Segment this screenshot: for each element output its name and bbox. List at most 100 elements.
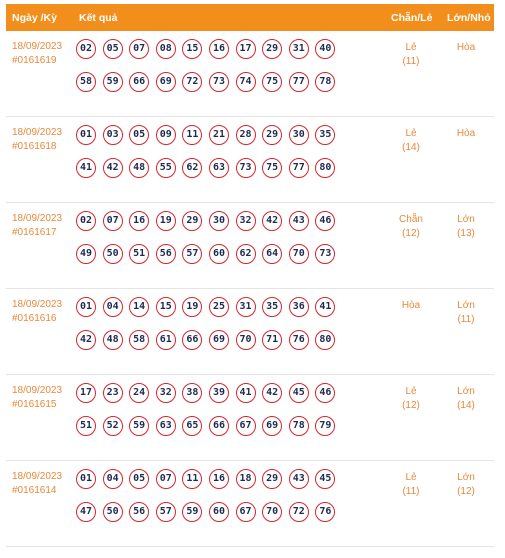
result-ball: 38: [182, 383, 203, 403]
result-ball: 35: [262, 297, 283, 317]
result-ball: 41: [76, 158, 96, 178]
chanle-cell: Lẻ (12): [386, 385, 436, 413]
draw-date-cell: 18/09/2023 #0161615: [12, 384, 62, 412]
lonnho-value: Hòa: [456, 42, 476, 53]
result-ball: 79: [315, 416, 336, 436]
result-ball: 19: [182, 297, 203, 317]
chanle-value: Lẻ: [405, 42, 417, 53]
result-ball: 66: [182, 330, 203, 350]
result-ball: 29: [262, 469, 283, 489]
result-ball: 41: [235, 383, 256, 403]
result-ball: 01: [76, 297, 96, 317]
result-ball: 51: [76, 416, 96, 436]
result-ball: 04: [102, 469, 123, 489]
lonnho-value: Lớn: [457, 472, 475, 483]
draw-date: 18/09/2023: [12, 213, 63, 224]
result-ball: 32: [235, 211, 256, 231]
result-ball: 05: [129, 469, 150, 489]
ball-row: 02 05 07 08 15 16 17 29 31 40: [76, 39, 366, 61]
result-ball: 01: [76, 469, 96, 489]
result-ball: 45: [288, 383, 309, 403]
result-ball: 31: [288, 39, 309, 59]
table-body: 18/09/2023 #0161619 02 05 07 08 15 16 17 29 31 40 58…: [6, 31, 494, 547]
result-ball: 74: [235, 72, 256, 92]
ball-row: 51 52 59 63 65 66 67 69 78 79: [76, 416, 366, 438]
result-ball: 70: [262, 502, 283, 522]
result-ball: 63: [208, 158, 229, 178]
draw-date-cell: 18/09/2023 #0161617: [12, 212, 62, 240]
draw-date: 18/09/2023: [12, 127, 63, 138]
chanle-cell: Chẵn (12): [386, 213, 436, 241]
result-ball: 07: [155, 469, 176, 489]
result-ball: 80: [315, 330, 336, 350]
ball-row: 01 04 05 07 11 16 18 29 43 45: [76, 469, 366, 491]
ball-row: 01 03 05 09 11 21 28 29 30 35: [76, 125, 366, 147]
result-ball: 05: [129, 125, 150, 145]
result-ball: 16: [129, 211, 150, 231]
draw-date: 18/09/2023: [12, 299, 63, 310]
result-ball: 76: [315, 502, 336, 522]
result-ball: 67: [235, 502, 256, 522]
chanle-value: Chẵn: [399, 214, 423, 225]
ball-row: 58 59 66 69 72 73 74 75 77 78: [76, 72, 366, 94]
result-ball: 18: [235, 469, 256, 489]
result-ball: 50: [102, 244, 123, 264]
result-ball: 47: [76, 502, 96, 522]
result-ball: 58: [129, 330, 150, 350]
result-ball: 57: [182, 244, 203, 264]
ball-row: 49 50 51 56 57 60 62 64 70 73: [76, 244, 366, 266]
chanle-count: (11): [402, 486, 420, 497]
result-ball: 60: [208, 502, 229, 522]
draw-result: 17 23 24 32 38 39 41 42 45 46 51 52 59 63 65 66 67 69 78 79: [76, 383, 366, 449]
result-ball: 07: [129, 39, 150, 59]
result-ball: 49: [76, 244, 96, 264]
result-ball: 45: [315, 469, 336, 489]
result-ball: 51: [129, 244, 150, 264]
draw-date-cell: 18/09/2023 #0161614: [12, 470, 62, 498]
result-ball: 80: [315, 158, 336, 178]
result-ball: 73: [315, 244, 336, 264]
result-ball: 30: [288, 125, 309, 145]
result-ball: 02: [76, 211, 96, 231]
result-ball: 15: [155, 297, 176, 317]
chanle-value: Lẻ: [405, 472, 417, 483]
result-ball: 23: [102, 383, 123, 403]
draw-date: 18/09/2023: [12, 41, 63, 52]
result-ball: 21: [208, 125, 229, 145]
result-ball: 24: [129, 383, 150, 403]
result-ball: 48: [102, 330, 123, 350]
result-ball: 75: [262, 72, 283, 92]
result-ball: 50: [102, 502, 123, 522]
result-ball: 75: [262, 158, 283, 178]
result-ball: 62: [182, 158, 203, 178]
result-ball: 09: [155, 125, 176, 145]
result-ball: 59: [182, 502, 203, 522]
chanle-cell: Lẻ (14): [386, 127, 436, 155]
lonnho-cell: Lớn (13): [441, 213, 491, 241]
chanle-cell: Hòa: [386, 299, 436, 313]
draw-id: #0161619: [12, 55, 57, 66]
chanle-cell: Lẻ (11): [386, 471, 436, 499]
result-ball: 70: [288, 244, 309, 264]
result-ball: 01: [76, 125, 96, 145]
lonnho-cell: Hòa: [441, 127, 491, 141]
result-ball: 11: [182, 125, 203, 145]
draw-date-cell: 18/09/2023 #0161618: [12, 126, 62, 154]
result-ball: 41: [315, 297, 336, 317]
result-ball: 42: [102, 158, 123, 178]
result-ball: 29: [182, 211, 203, 231]
table-row: 18/09/2023 #0161614 01 04 05 07 11 16 18 29 43 45 47…: [6, 461, 494, 547]
result-ball: 62: [235, 244, 256, 264]
result-ball: 30: [208, 211, 229, 231]
result-ball: 73: [208, 72, 229, 92]
result-ball: 43: [288, 469, 309, 489]
result-ball: 65: [182, 416, 203, 436]
lonnho-count: (11): [457, 314, 475, 325]
result-ball: 57: [155, 502, 176, 522]
draw-date-cell: 18/09/2023 #0161616: [12, 298, 62, 326]
result-ball: 42: [76, 330, 96, 350]
results-table: Ngày /Kỳ Kết quả Chẵn/Lẻ Lớn/Nhỏ 18/09/2…: [6, 4, 494, 547]
result-ball: 39: [208, 383, 229, 403]
lonnho-value: Hòa: [456, 128, 476, 139]
result-ball: 77: [288, 72, 309, 92]
